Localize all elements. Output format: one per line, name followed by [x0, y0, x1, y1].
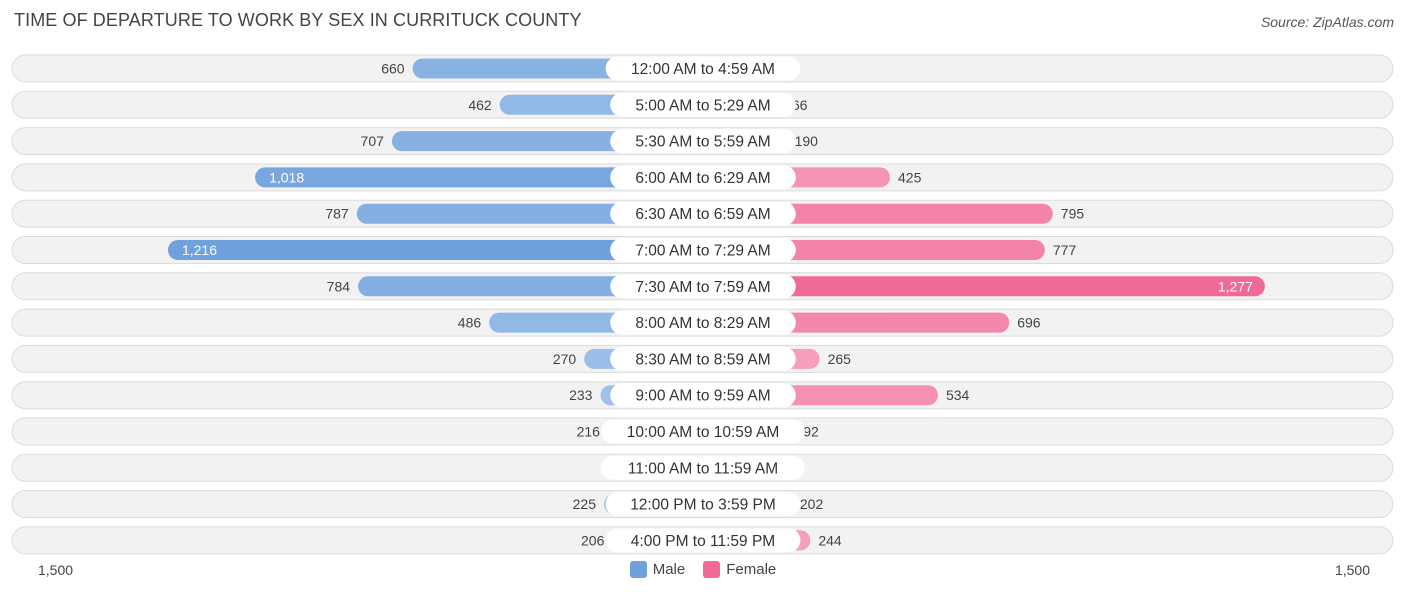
- category-pill: [601, 419, 805, 444]
- bar-male: [167, 240, 703, 260]
- value-label-female: 425: [898, 169, 922, 185]
- category-label: 12:00 AM to 4:59 AM: [631, 61, 775, 78]
- legend: Male Female: [0, 561, 1406, 578]
- axis-left-label: 1,500: [38, 562, 74, 578]
- chart-title: TIME OF DEPARTURE TO WORK BY SEX IN CURR…: [14, 10, 582, 30]
- category-pill: [610, 129, 796, 154]
- category-label: 10:00 AM to 10:59 AM: [627, 424, 780, 441]
- bar-female: [703, 276, 1265, 297]
- category-label: 12:00 PM to 3:59 PM: [630, 497, 776, 514]
- value-label-female: 190: [795, 133, 819, 149]
- value-label-female: 244: [818, 532, 842, 548]
- legend-label-male: Male: [652, 561, 686, 578]
- category-label: 7:30 AM to 7:59 AM: [635, 279, 770, 296]
- source-label: Source: ZipAtlas.com: [1260, 14, 1394, 30]
- category-pill: [610, 383, 796, 408]
- bar-male: [255, 167, 703, 188]
- axis-right-label: 1,500: [1334, 562, 1370, 578]
- value-label-male: 660: [381, 61, 405, 77]
- category-label: 5:30 AM to 5:59 AM: [635, 134, 770, 151]
- value-label-male: 784: [327, 278, 351, 294]
- value-label-female: 696: [1017, 315, 1041, 331]
- value-label-male: 486: [458, 315, 482, 331]
- category-label: 11:00 AM to 11:59 AM: [628, 460, 778, 477]
- legend-swatch-male: [629, 561, 647, 578]
- value-label-male: 206: [581, 532, 605, 548]
- value-label-female: 795: [1061, 206, 1085, 222]
- category-label: 8:00 AM to 8:29 AM: [635, 315, 770, 332]
- value-label-male: 1,018: [269, 169, 304, 185]
- value-label-male: 216: [577, 424, 601, 440]
- category-pill: [605, 56, 801, 81]
- value-label-male: 1,216: [182, 242, 217, 258]
- value-label-male: 707: [361, 133, 385, 149]
- category-pill: [610, 346, 796, 371]
- category-pill: [610, 165, 796, 190]
- category-label: 9:00 AM to 9:59 AM: [635, 388, 770, 405]
- category-label: 7:00 AM to 7:29 AM: [635, 243, 770, 260]
- value-label-male: 225: [573, 496, 597, 512]
- category-pill: [610, 238, 796, 262]
- category-pill: [610, 274, 796, 299]
- value-label-male: 270: [553, 351, 577, 367]
- value-label-female: 777: [1053, 242, 1077, 258]
- value-label-female: 1,277: [1218, 278, 1253, 294]
- category-label: 4:00 PM to 11:59 PM: [631, 533, 775, 550]
- legend-label-female: Female: [726, 561, 777, 578]
- category-label: 6:30 AM to 6:59 AM: [635, 206, 770, 223]
- category-label: 5:00 AM to 5:29 AM: [635, 97, 770, 114]
- legend-item-female: Female: [703, 561, 776, 578]
- legend-item-male: Male: [629, 561, 686, 578]
- legend-swatch-female: [703, 561, 721, 578]
- category-label: 8:30 AM to 8:59 AM: [635, 351, 770, 368]
- category-pill: [605, 528, 801, 553]
- category-pill: [610, 201, 796, 226]
- value-label-female: 534: [946, 387, 970, 403]
- category-pill: [610, 92, 796, 117]
- category-pill: [605, 492, 801, 517]
- value-label-male: 233: [569, 387, 593, 403]
- value-label-female: 202: [800, 496, 824, 512]
- category-pill: [610, 310, 796, 335]
- category-pill: [601, 455, 805, 480]
- value-label-male: 462: [468, 97, 492, 113]
- category-label: 6:00 AM to 6:29 AM: [635, 170, 770, 187]
- value-label-female: 265: [828, 351, 852, 367]
- value-label-male: 787: [325, 206, 349, 222]
